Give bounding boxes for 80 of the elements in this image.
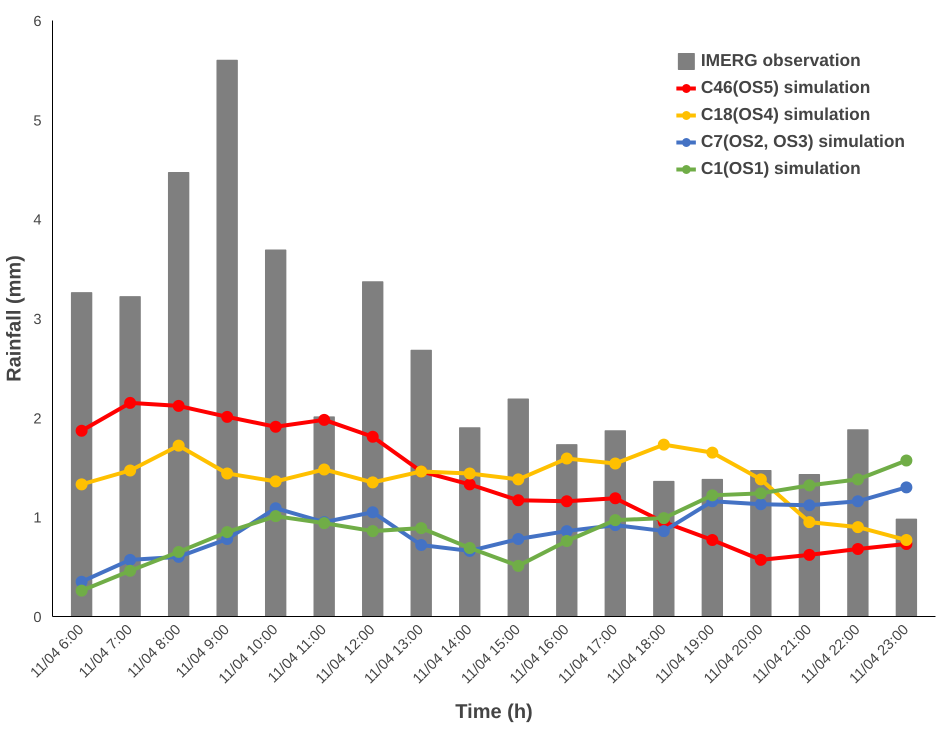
point [803,479,816,492]
point [172,546,185,558]
point [706,489,718,502]
point [172,400,185,412]
point [900,481,912,494]
point [852,495,864,508]
legend-label: IMERG observation [700,50,861,71]
bar [168,172,190,616]
point [754,554,767,566]
point [76,584,88,597]
point [318,464,330,476]
point [124,564,136,577]
point [124,464,136,476]
point [658,438,670,451]
bar [70,292,92,616]
point [76,424,88,437]
point [464,478,476,490]
point [560,452,573,465]
point [754,473,767,486]
legend-label: C46(OS5) simulation [700,77,870,98]
point [366,430,379,443]
y-tick-label: 3 [33,312,42,328]
point [270,420,282,433]
point [366,506,379,518]
point [464,467,476,480]
point [512,494,524,506]
point [415,522,428,534]
point [803,516,816,528]
point [270,510,282,522]
point [124,554,136,566]
point [852,521,864,534]
point [318,414,330,426]
y-tick-label: 0 [33,610,42,626]
point [464,542,476,554]
bar [362,281,384,616]
point [366,525,379,538]
bar [119,296,141,616]
x-axis-title: Time (h) [455,700,533,723]
point [512,473,524,486]
y-tick-label: 2 [33,411,42,428]
point [415,538,428,551]
legend-label: C7(OS2, OS3) simulation [700,131,905,152]
point [803,548,816,561]
point [512,560,524,572]
point [560,535,573,547]
point [76,478,88,490]
point [706,446,718,459]
point [658,525,670,538]
point [172,440,185,452]
point [609,458,622,470]
point [754,498,767,510]
point [270,475,282,488]
legend-label: C1(OS1) simulation [700,158,861,179]
point [221,526,234,538]
point [124,396,136,409]
point [900,534,912,546]
point [852,473,864,486]
point [803,499,816,512]
point [560,525,573,538]
point [609,514,622,526]
y-tick-label: 4 [33,212,42,229]
point [754,487,767,500]
point [609,492,622,504]
point [221,410,234,423]
y-axis-title: Rainfall (mm) [3,255,26,382]
point [706,534,718,546]
point [366,476,379,488]
bar [216,60,238,616]
point [852,542,864,555]
bar [264,249,286,616]
point [658,512,670,524]
y-tick-label: 6 [33,14,42,30]
y-tick-label: 5 [33,113,42,130]
point [900,454,912,467]
point [512,533,524,546]
legend-label: C18(OS4) simulation [700,104,870,125]
point [221,467,234,480]
bar [896,518,918,616]
y-tick-label: 1 [33,510,42,527]
point [560,495,573,508]
